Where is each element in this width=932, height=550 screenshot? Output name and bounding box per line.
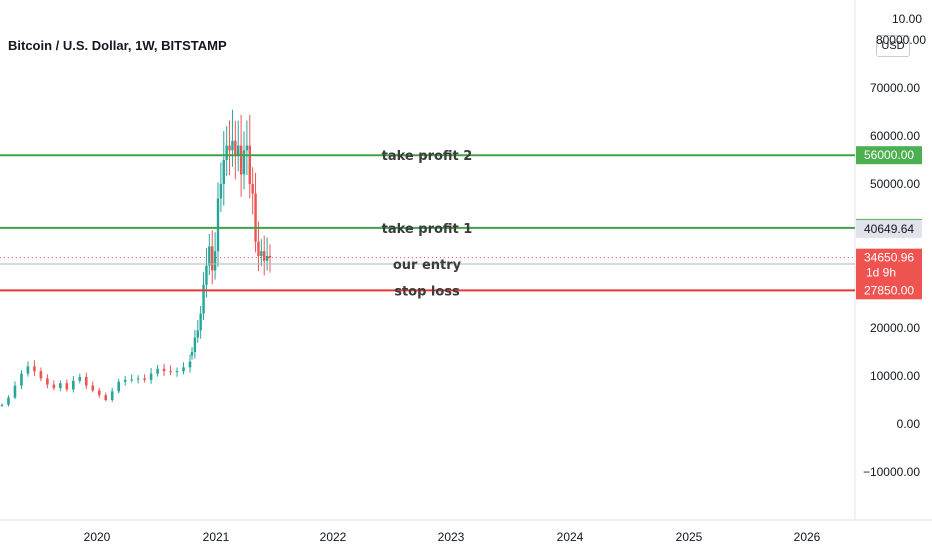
price-badge-text: 27850.00 bbox=[864, 283, 914, 297]
currency-button[interactable]: USD bbox=[876, 35, 910, 57]
candle-body[interactable] bbox=[254, 193, 257, 242]
candle-body[interactable] bbox=[228, 145, 231, 151]
candle-body[interactable] bbox=[234, 140, 237, 156]
y-tick-label: 10000.00 bbox=[870, 369, 920, 383]
candle-body[interactable] bbox=[257, 241, 260, 256]
current-price-text: 34650.96 bbox=[864, 251, 914, 265]
y-tick-label: 50000.00 bbox=[870, 177, 920, 191]
candle-body[interactable] bbox=[136, 378, 140, 380]
candle-body[interactable] bbox=[7, 397, 10, 405]
candle-body[interactable] bbox=[33, 366, 36, 372]
candle-body[interactable] bbox=[245, 145, 249, 151]
candle-body[interactable] bbox=[239, 145, 243, 175]
candle-body[interactable] bbox=[39, 371, 43, 379]
candle-body[interactable] bbox=[248, 145, 251, 184]
candle-body[interactable] bbox=[143, 378, 146, 380]
candle-body[interactable] bbox=[251, 184, 254, 194]
x-tick-label: 2026 bbox=[794, 530, 821, 544]
y-tick-label: 70000.00 bbox=[870, 81, 920, 95]
candle-body[interactable] bbox=[91, 385, 95, 391]
y-tick-label: 20000.00 bbox=[870, 321, 920, 335]
candle-body[interactable] bbox=[205, 265, 208, 285]
candle-body[interactable] bbox=[117, 381, 120, 392]
y-tick-label: −10000.00 bbox=[863, 465, 920, 479]
candle-body[interactable] bbox=[193, 337, 197, 352]
level-label-our-entry: our entry bbox=[393, 258, 462, 273]
candle-body[interactable] bbox=[190, 352, 194, 356]
candle-body[interactable] bbox=[225, 145, 228, 160]
candle-body[interactable] bbox=[219, 184, 223, 199]
candle-body[interactable] bbox=[149, 373, 153, 380]
chart-title: Bitcoin / U.S. Dollar, 1W, BITSTAMP bbox=[8, 38, 227, 53]
time-axis: 2020 2021 2022 2023 2024 2025 2026 bbox=[84, 530, 821, 544]
x-tick-label: 2020 bbox=[84, 530, 111, 544]
y-tick-label: 60000.00 bbox=[870, 129, 920, 143]
y-tick-label: 10.00 bbox=[892, 12, 922, 26]
candle-body[interactable] bbox=[72, 380, 75, 390]
candle-body[interactable] bbox=[208, 246, 211, 266]
price-badge-text: 40649.64 bbox=[864, 222, 914, 236]
candle-body[interactable] bbox=[175, 371, 179, 373]
level-label-stop-loss: stop loss bbox=[394, 284, 460, 299]
candle-body[interactable] bbox=[97, 390, 101, 396]
candle-body[interactable] bbox=[265, 256, 269, 261]
candle-body[interactable] bbox=[123, 379, 127, 382]
candles-layer bbox=[0, 109, 272, 407]
price-axis: −10000.000.0010000.0020000.0030000.00400… bbox=[863, 12, 926, 479]
level-label-take-profit-2: take profit 2 bbox=[382, 149, 473, 164]
x-tick-label: 2024 bbox=[557, 530, 584, 544]
candle-body[interactable] bbox=[182, 367, 185, 372]
candle-body[interactable] bbox=[78, 376, 82, 381]
candle-body[interactable] bbox=[0, 404, 4, 406]
candle-body[interactable] bbox=[222, 160, 225, 184]
candle-body[interactable] bbox=[211, 246, 214, 271]
candle-body[interactable] bbox=[216, 198, 220, 252]
candle-body[interactable] bbox=[162, 368, 166, 372]
countdown-text: 1d 9h bbox=[866, 266, 896, 280]
candle-body[interactable] bbox=[196, 330, 199, 338]
candle-body[interactable] bbox=[237, 145, 240, 156]
candle-body[interactable] bbox=[169, 371, 172, 373]
candle-body[interactable] bbox=[156, 368, 159, 374]
candle-body[interactable] bbox=[188, 361, 192, 368]
y-tick-label: 80000.00 bbox=[876, 33, 926, 47]
candle-body[interactable] bbox=[130, 379, 133, 381]
candle-body[interactable] bbox=[202, 284, 205, 314]
candle-body[interactable] bbox=[104, 395, 108, 400]
price-badge bbox=[856, 219, 922, 238]
candle-body[interactable] bbox=[213, 251, 217, 271]
x-tick-label: 2025 bbox=[676, 530, 703, 544]
price-badge bbox=[856, 146, 922, 165]
candle-body[interactable] bbox=[26, 366, 30, 374]
candle-body[interactable] bbox=[59, 383, 62, 388]
candle-body[interactable] bbox=[52, 384, 56, 388]
x-tick-label: 2021 bbox=[203, 530, 230, 544]
current-price-badge bbox=[856, 248, 922, 282]
candle-body[interactable] bbox=[231, 140, 234, 151]
candle-body[interactable] bbox=[242, 150, 246, 175]
candle-body[interactable] bbox=[110, 391, 114, 400]
x-tick-label: 2022 bbox=[320, 530, 347, 544]
level-label-take-profit-1: take profit 1 bbox=[382, 222, 473, 237]
candle-body[interactable] bbox=[268, 256, 272, 258]
candle-body[interactable] bbox=[263, 251, 266, 261]
candle-body[interactable] bbox=[46, 378, 49, 385]
candle-body[interactable] bbox=[260, 251, 263, 256]
horizontal-lines-layer: take profit 2 take profit 1 our entry stop … bbox=[0, 149, 855, 299]
candle-body[interactable] bbox=[65, 383, 69, 390]
candle-body[interactable] bbox=[13, 385, 17, 398]
candle-body[interactable] bbox=[20, 373, 23, 386]
price-badges-layer: 56000.0040850.0033333.3327850.0040649.64… bbox=[856, 146, 922, 300]
price-badge bbox=[856, 281, 922, 300]
candle-body[interactable] bbox=[84, 376, 88, 386]
price-badge-text: 56000.00 bbox=[864, 148, 914, 162]
x-tick-label: 2023 bbox=[438, 530, 465, 544]
y-tick-label: 0.00 bbox=[897, 417, 921, 431]
candle-body[interactable] bbox=[199, 313, 202, 331]
